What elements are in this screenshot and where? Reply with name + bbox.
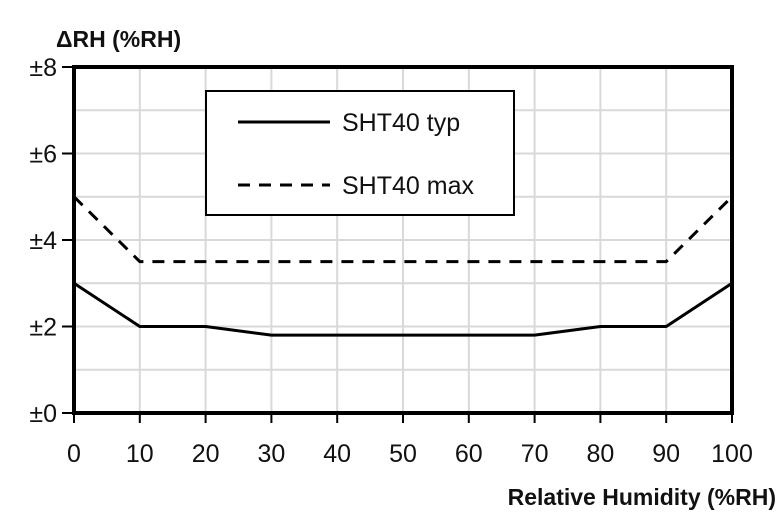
x-tick-label: 0 — [67, 440, 81, 468]
x-tick-label: 50 — [389, 440, 417, 468]
y-tick-label: ±6 — [29, 141, 57, 169]
x-tick-labels: 0 10 20 30 40 50 60 70 80 90 100 — [67, 440, 753, 468]
series-dashed-line — [72, 195, 734, 264]
legend-label-max: SHT40 max — [342, 172, 474, 200]
x-tick-label: 70 — [521, 440, 549, 468]
x-axis-title: Relative Humidity (%RH) — [508, 484, 776, 510]
plot-frame — [72, 65, 734, 415]
y-tick-label: ±2 — [29, 314, 57, 342]
x-tick-label: 90 — [652, 440, 680, 468]
y-tick-labels: ±0 ±2 ±4 ±6 ±8 — [29, 54, 57, 428]
y-axis-title: ΔRH (%RH) — [56, 26, 181, 52]
x-tick-label: 20 — [192, 440, 220, 468]
legend: SHT40 typ SHT40 max — [205, 90, 515, 216]
x-tick-label: 100 — [711, 440, 753, 468]
x-tick-label: 30 — [257, 440, 285, 468]
x-tick-label: 60 — [455, 440, 483, 468]
x-tick-label: 40 — [323, 440, 351, 468]
x-tick-label: 80 — [586, 440, 614, 468]
y-tick-label: ±0 — [29, 400, 57, 428]
y-tick-label: ±8 — [29, 54, 57, 82]
y-tick-label: ±4 — [29, 227, 57, 255]
data-series — [72, 195, 734, 337]
x-tick-label: 10 — [126, 440, 154, 468]
legend-label-typ: SHT40 typ — [342, 109, 460, 137]
series-solid-line — [73, 281, 733, 337]
